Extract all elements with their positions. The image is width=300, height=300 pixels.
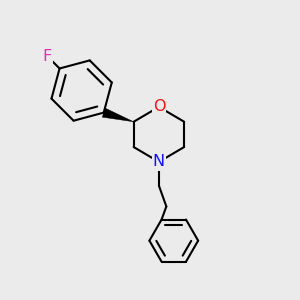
Polygon shape [102,108,134,122]
Text: F: F [43,49,52,64]
Text: N: N [153,154,165,169]
Text: O: O [153,99,165,114]
